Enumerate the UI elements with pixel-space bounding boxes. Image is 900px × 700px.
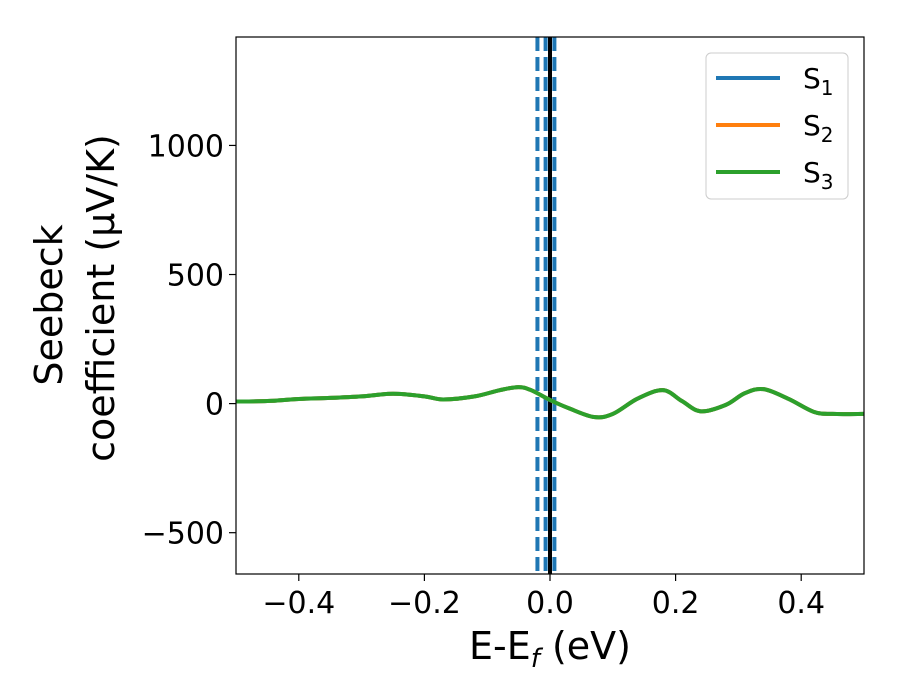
plot-area — [236, 37, 864, 574]
legend-label-s1: S1 — [803, 62, 834, 100]
y-tick-label: 0 — [205, 388, 224, 423]
x-axis-label: E-Ef (eV) — [469, 624, 631, 674]
x-tick-label: 0.4 — [777, 586, 825, 621]
series-line-s3 — [236, 385, 864, 420]
x-tick-label: −0.4 — [262, 586, 335, 621]
y-tick-label: 500 — [167, 259, 224, 294]
legend: S1 S2 S3 — [705, 52, 849, 200]
x-tick-label: 0.0 — [526, 586, 574, 621]
y-tick-label: −500 — [142, 517, 224, 552]
y-tick-label: 1000 — [148, 129, 224, 164]
x-tick-label: −0.2 — [388, 586, 461, 621]
legend-label-s2: S2 — [803, 109, 834, 147]
axis-ticks: −0.4 −0.2 0.0 0.2 0.4 −500 0 500 1000 — [142, 129, 825, 621]
y-axis-label-line2: coefficient (μV/K) — [79, 134, 123, 462]
legend-label-s3: S3 — [803, 156, 834, 194]
x-axis-label-unit: (eV) — [540, 624, 631, 668]
x-tick-label: 0.2 — [652, 586, 700, 621]
x-axis-label-main: E-E — [469, 624, 531, 668]
y-axis-label-line1: Seebeck — [27, 224, 71, 385]
